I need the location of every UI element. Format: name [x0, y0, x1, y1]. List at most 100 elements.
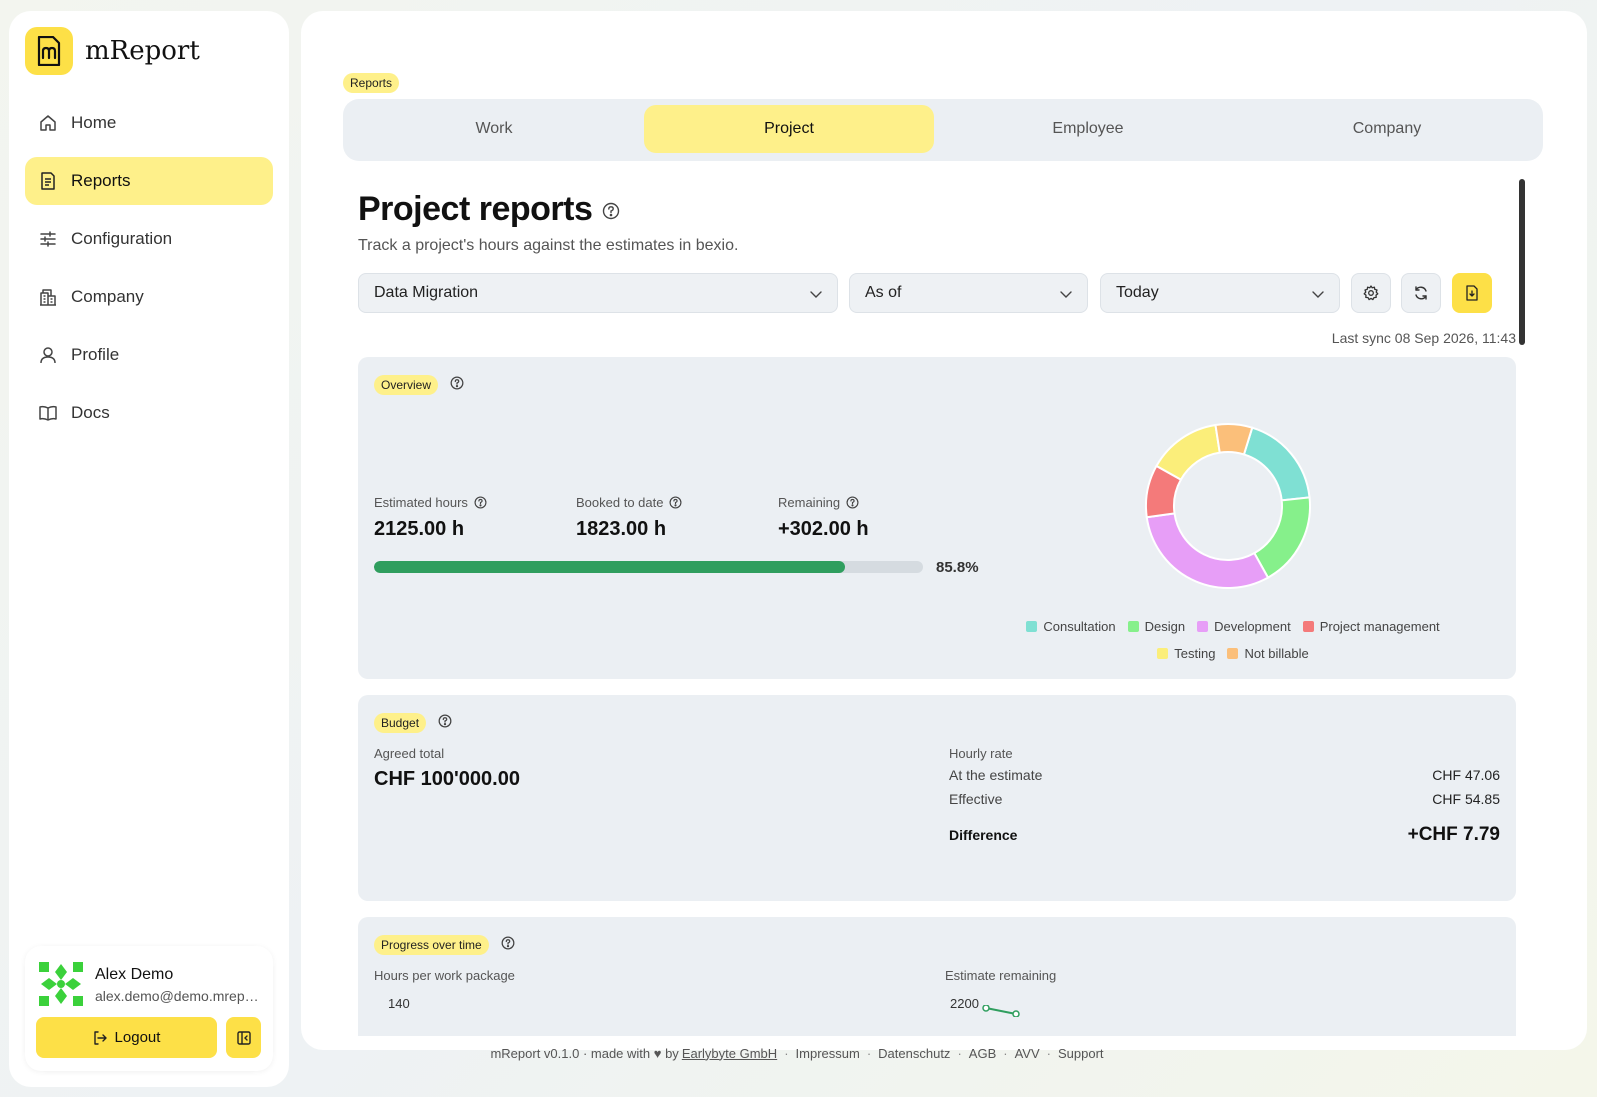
legend-label: Not billable [1244, 646, 1309, 661]
sidebar-item-company[interactable]: Company [25, 273, 273, 321]
chevron-down-icon [810, 291, 822, 298]
date-select[interactable]: Today [1100, 273, 1340, 313]
hours-by-category-donut-chart [1145, 423, 1311, 589]
project-select[interactable]: Data Migration [358, 273, 838, 313]
help-icon[interactable] [438, 714, 452, 733]
tab-work[interactable]: Work [475, 120, 513, 137]
difference-label: Difference [949, 827, 1018, 843]
sidebar-collapse-icon [236, 1030, 251, 1045]
brand[interactable]: mReport [25, 27, 200, 75]
last-sync: Last sync 08 Sep 2026, 11:43 [1331, 330, 1516, 346]
legend-label: Consultation [1043, 619, 1116, 634]
help-icon[interactable] [450, 376, 464, 395]
legend-item-consultation[interactable]: Consultation [1026, 619, 1116, 634]
footer-link-impressum[interactable]: Impressum [795, 1045, 860, 1061]
footer-separator: · [866, 1045, 872, 1061]
footer-link-datenschutz[interactable]: Datenschutz [878, 1045, 951, 1061]
budget-header: Budget [374, 713, 452, 733]
refresh-button[interactable] [1401, 273, 1441, 313]
footer-separator: · [1003, 1045, 1008, 1061]
donut-slice-consultation[interactable] [1242, 426, 1311, 502]
sidebar-item-label: Reports [71, 171, 131, 190]
logout-label: Logout [114, 1029, 161, 1046]
progress-over-time-badge: Progress over time [374, 935, 489, 955]
chevron-down-icon [1060, 291, 1072, 298]
sidebar-item-docs[interactable]: Docs [25, 389, 273, 437]
sidebar-item-home[interactable]: Home [25, 99, 273, 147]
help-icon[interactable] [846, 496, 859, 509]
report-icon [39, 172, 57, 190]
agreed-total-value: CHF 100'000.00 [374, 768, 520, 790]
avatar[interactable] [37, 960, 85, 1008]
hours-progress-percent: 85.8% [936, 559, 979, 576]
footer-company-link[interactable]: Earlybyte GmbH [681, 1045, 778, 1061]
effective-label: Effective [949, 791, 1003, 807]
chart-legend: Consultation Design Development Project man… [988, 619, 1478, 661]
logout-icon [93, 1030, 107, 1045]
user-email: alex.demo@demo.mreport.ch [95, 988, 265, 1004]
collapse-sidebar-button[interactable] [226, 1017, 261, 1058]
effective-value: CHF 54.85 [1432, 791, 1500, 807]
booked-to-date-value: 1823.00 h [576, 518, 667, 540]
footer-separator: · [1046, 1045, 1051, 1061]
agreed-total-label: Agreed total [374, 746, 445, 761]
report-content: Project reports Track a project's hours … [358, 176, 1516, 1036]
footer-version: mReport v0.1.0 · made with ♥ by [490, 1045, 679, 1061]
help-icon[interactable] [602, 190, 620, 229]
legend-item-not-billable[interactable]: Not billable [1227, 646, 1309, 661]
legend-item-testing[interactable]: Testing [1157, 646, 1215, 661]
date-select-value: Today [1116, 284, 1159, 301]
mode-select[interactable]: As of [849, 273, 1088, 313]
tab-project[interactable]: Project [644, 105, 934, 153]
legend-label: Testing [1174, 646, 1216, 661]
legend-swatch [1227, 648, 1239, 659]
sidebar-item-label: Company [71, 287, 144, 306]
report-tabs: Work Project Employee Company [343, 99, 1543, 161]
sidebar-item-profile[interactable]: Profile [25, 331, 273, 379]
logout-button[interactable]: Logout [36, 1017, 217, 1058]
footer-link-support[interactable]: Support [1058, 1045, 1104, 1061]
help-icon[interactable] [501, 936, 515, 955]
legend-item-design[interactable]: Design [1127, 619, 1186, 634]
sidebar-item-configuration[interactable]: Configuration [25, 215, 273, 263]
export-pdf-button[interactable] [1452, 273, 1492, 313]
tab-employee[interactable]: Employee [1052, 120, 1124, 137]
scrollbar[interactable] [1519, 179, 1525, 345]
budget-card: Budget Agreed total CHF 100'000.00 Hourl… [358, 695, 1516, 901]
at-estimate-label: At the estimate [949, 767, 1043, 783]
difference-value: +CHF 7.79 [1407, 824, 1500, 845]
help-icon[interactable] [669, 496, 682, 509]
legend-item-development[interactable]: Development [1197, 619, 1291, 634]
remaining-value: +302.00 h [778, 518, 869, 540]
donut-slice-development[interactable] [1145, 512, 1270, 589]
legend-label: Design [1144, 619, 1186, 634]
gear-icon [1363, 285, 1379, 301]
remaining-label-text: Remaining [778, 495, 841, 510]
sidebar: mReport Home Reports Configuration Compa… [9, 11, 289, 1087]
footer-link-agb[interactable]: AGB [968, 1045, 997, 1061]
footer-link-avv[interactable]: AVV [1014, 1045, 1040, 1061]
footer-separator: · [957, 1045, 962, 1061]
budget-badge: Budget [374, 713, 427, 733]
help-icon[interactable] [474, 496, 487, 509]
breadcrumb-badge: Reports [343, 73, 400, 93]
hours-per-work-package-title: Hours per work package [374, 968, 515, 983]
overview-badge: Overview [374, 375, 439, 395]
hours-progress-bar [374, 561, 923, 573]
donut-slice-testing[interactable] [1155, 423, 1221, 481]
legend-item-project-management[interactable]: Project management [1302, 619, 1440, 634]
legend-swatch [1026, 621, 1038, 632]
mreport-logo-icon [25, 27, 73, 75]
donut-slice-not-billable[interactable] [1214, 423, 1254, 456]
project-select-value: Data Migration [374, 284, 479, 301]
sidebar-item-reports[interactable]: Reports [25, 157, 273, 205]
settings-button[interactable] [1351, 273, 1391, 313]
legend-swatch [1127, 621, 1139, 632]
donut-slice-design[interactable] [1252, 496, 1311, 579]
sidebar-nav: Home Reports Configuration Company Profi… [25, 99, 273, 447]
hours-progress-fill [374, 561, 846, 573]
progress-over-time-header: Progress over time [374, 935, 515, 955]
tab-company[interactable]: Company [1352, 120, 1422, 137]
app-name: mReport [85, 36, 200, 66]
legend-label: Project management [1319, 619, 1440, 634]
